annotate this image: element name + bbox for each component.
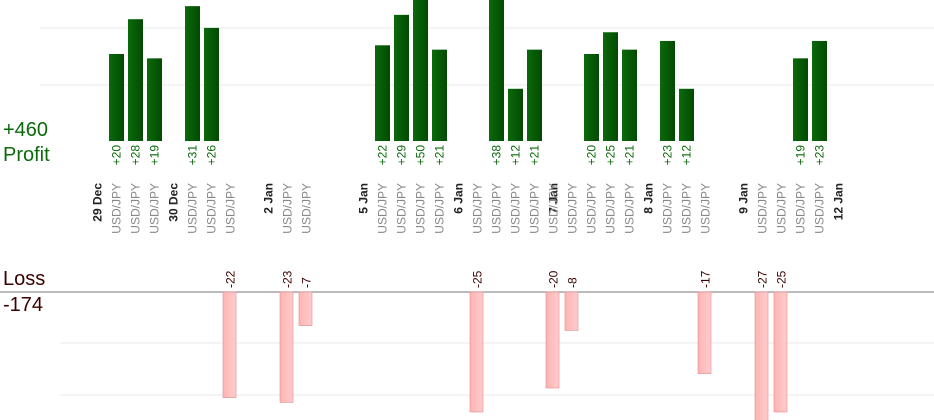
profit-value-label: +21 — [623, 145, 637, 166]
category-label: USD/JPY — [129, 183, 143, 234]
profit-value-label: +12 — [680, 145, 694, 166]
profit-bar — [413, 0, 428, 141]
category-label: USD/JPY — [414, 183, 428, 234]
category-label: USD/JPY — [756, 183, 770, 234]
date-label: 2 Jan — [262, 183, 276, 214]
profit-bar — [432, 49, 447, 141]
loss-value-label: -7 — [300, 277, 314, 288]
date-label: 9 Jan — [737, 183, 751, 214]
loss-bar — [697, 291, 712, 374]
profit-bar — [793, 58, 808, 141]
date-label: 29 Dec — [91, 183, 105, 222]
profit-value-label: +12 — [509, 145, 523, 166]
category-label: USD/JPY — [813, 183, 827, 234]
loss-value-label: -22 — [224, 270, 238, 288]
loss-bar — [754, 291, 769, 420]
date-label: 12 Jan — [832, 183, 846, 220]
loss-value-label: -17 — [699, 270, 713, 288]
profit-value-label: +19 — [148, 145, 162, 166]
profit-value-label: +23 — [661, 145, 675, 166]
category-label: USD/JPY — [528, 183, 542, 234]
profit-total: +460 — [3, 119, 49, 141]
profit-bar — [622, 49, 637, 141]
profit-value-label: +23 — [813, 145, 827, 166]
profit-value-label: +29 — [395, 145, 409, 166]
profit-value-label: +20 — [110, 145, 124, 166]
profit-bar — [584, 54, 599, 141]
profit-bar — [394, 14, 409, 142]
profit-value-label: +21 — [528, 145, 542, 166]
loss-bar — [545, 291, 560, 389]
category-label: USD/JPY — [547, 183, 561, 234]
category-label: USD/JPY — [604, 183, 618, 234]
loss-bar — [222, 291, 237, 398]
loss-bar — [298, 291, 313, 326]
date-label: 7 Jan — [547, 183, 561, 214]
loss-value-label: -20 — [547, 270, 561, 288]
category-label: USD/JPY — [794, 183, 808, 234]
loss-value-label: -23 — [281, 270, 295, 288]
category-label: USD/JPY — [585, 183, 599, 234]
profit-value-label: +26 — [205, 145, 219, 166]
loss-value-label: -25 — [775, 270, 789, 288]
loss-value-label: -27 — [756, 270, 770, 288]
loss-value-label: -8 — [566, 277, 580, 288]
profit-bar — [508, 88, 523, 141]
date-label: 5 Jan — [357, 183, 371, 214]
category-label: USD/JPY — [300, 183, 314, 234]
category-label: USD/JPY — [433, 183, 447, 234]
profit-bar — [812, 40, 827, 142]
category-label: USD/JPY — [376, 183, 390, 234]
profit-bar — [185, 6, 200, 142]
loss-value-label: -25 — [471, 270, 485, 288]
profit-bar — [660, 40, 675, 142]
category-label: USD/JPY — [775, 183, 789, 234]
loss-bar — [279, 291, 294, 403]
profit-value-label: +22 — [376, 145, 390, 166]
category-label: USD/JPY — [148, 183, 162, 234]
category-label: USD/JPY — [281, 183, 295, 234]
profit-bar — [527, 49, 542, 141]
category-label: USD/JPY — [623, 183, 637, 234]
profit-value-label: +31 — [186, 145, 200, 166]
profit-bar — [109, 54, 124, 141]
loss-label: Loss — [3, 268, 46, 290]
profit-bar — [204, 27, 219, 141]
category-label: USD/JPY — [395, 183, 409, 234]
date-label: 30 Dec — [167, 183, 181, 222]
date-label: 8 Jan — [642, 183, 656, 214]
profit-bar — [128, 19, 143, 142]
profit-bar — [679, 88, 694, 141]
loss-bar — [469, 291, 484, 413]
profit-value-label: +25 — [604, 145, 618, 166]
category-label: USD/JPY — [490, 183, 504, 234]
profit-value-label: +50 — [414, 145, 428, 166]
category-label: USD/JPY — [224, 183, 238, 234]
profit-bar — [375, 45, 390, 141]
category-label: USD/JPY — [699, 183, 713, 234]
category-label: USD/JPY — [566, 183, 580, 234]
profit-bar — [489, 0, 504, 142]
profit-label: Profit — [3, 144, 50, 166]
profit-bar — [147, 58, 162, 141]
profit-value-label: +20 — [585, 145, 599, 166]
category-label: USD/JPY — [661, 183, 675, 234]
loss-bar — [564, 291, 579, 331]
profit-bar — [603, 32, 618, 141]
profit-value-label: +19 — [794, 145, 808, 166]
profit-value-label: +21 — [433, 145, 447, 166]
category-label: USD/JPY — [471, 183, 485, 234]
profit-value-label: +28 — [129, 145, 143, 166]
category-label: USD/JPY — [509, 183, 523, 234]
category-label: USD/JPY — [680, 183, 694, 234]
category-label: USD/JPY — [110, 183, 124, 234]
profit-value-label: +38 — [490, 145, 504, 166]
category-label: USD/JPY — [205, 183, 219, 234]
category-label: USD/JPY — [186, 183, 200, 234]
loss-total: -174 — [3, 294, 44, 316]
date-label: 6 Jan — [452, 183, 466, 214]
loss-bar — [773, 291, 788, 413]
